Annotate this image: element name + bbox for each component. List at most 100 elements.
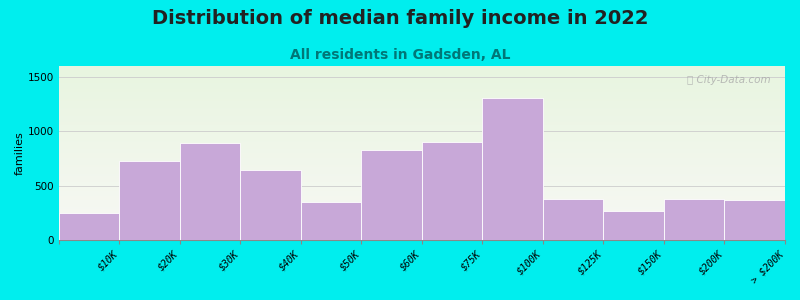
Bar [59, 123, 785, 125]
Bar [59, 186, 785, 188]
Bar [59, 76, 785, 78]
Bar [59, 125, 785, 127]
Bar [59, 202, 785, 203]
Bar [59, 235, 785, 236]
Bar [59, 83, 785, 85]
Bar [59, 184, 785, 186]
Bar [59, 174, 785, 176]
Bar [59, 73, 785, 75]
Bar [59, 97, 785, 99]
Bar [59, 226, 785, 228]
Bar [59, 165, 785, 167]
Bar [59, 191, 785, 193]
Bar [59, 210, 785, 212]
Bar [59, 141, 785, 142]
Bar [59, 217, 785, 219]
Bar [59, 177, 785, 179]
Bar [59, 110, 785, 111]
Bar [59, 70, 785, 71]
Bar [59, 146, 785, 148]
Bar [59, 200, 785, 202]
Bar [59, 154, 785, 156]
Bar [59, 94, 785, 95]
Bar [59, 99, 785, 101]
Bar [59, 207, 785, 208]
Bar [59, 188, 785, 189]
Bar [59, 142, 785, 144]
Bar [59, 196, 785, 198]
Bar [59, 222, 785, 224]
Bar [241, 170, 301, 240]
Bar [59, 85, 785, 87]
Text: Distribution of median family income in 2022: Distribution of median family income in … [152, 9, 648, 28]
Bar [59, 75, 785, 76]
Bar [59, 212, 785, 214]
Bar [59, 127, 785, 129]
Bar [664, 199, 725, 240]
Bar [482, 98, 543, 240]
Bar [59, 130, 785, 132]
Bar [59, 236, 785, 238]
Bar [59, 118, 785, 120]
Bar [59, 95, 785, 97]
Bar [59, 228, 785, 230]
Bar [59, 198, 785, 200]
Bar [59, 144, 785, 146]
Bar [119, 160, 180, 240]
Bar [59, 80, 785, 82]
Bar [180, 143, 241, 240]
Bar [59, 122, 785, 123]
Bar [59, 66, 785, 68]
Bar [59, 214, 785, 215]
Bar [59, 238, 785, 240]
Bar [59, 233, 785, 235]
Bar [59, 231, 785, 233]
Bar [59, 162, 785, 163]
Bar [59, 163, 785, 165]
Bar [422, 142, 482, 240]
Text: All residents in Gadsden, AL: All residents in Gadsden, AL [290, 48, 510, 62]
Bar [543, 199, 603, 240]
Bar [725, 200, 785, 240]
Bar [59, 78, 785, 80]
Bar [59, 181, 785, 182]
Bar [59, 224, 785, 226]
Bar [59, 219, 785, 221]
Bar [59, 148, 785, 149]
Bar [59, 167, 785, 169]
Bar [301, 202, 362, 240]
Bar [59, 139, 785, 141]
Bar [59, 68, 785, 70]
Bar [59, 132, 785, 134]
Bar [59, 182, 785, 184]
Bar [59, 82, 785, 83]
Bar [59, 230, 785, 231]
Bar [59, 205, 785, 207]
Bar [59, 108, 785, 109]
Bar [59, 116, 785, 118]
Bar [59, 153, 785, 154]
Bar [59, 111, 785, 113]
Bar [59, 137, 785, 139]
Bar [59, 189, 785, 191]
Bar [362, 150, 422, 240]
Bar [59, 193, 785, 195]
Bar [59, 71, 785, 73]
Bar [59, 203, 785, 205]
Bar [59, 115, 785, 116]
Bar [59, 90, 785, 92]
Bar [59, 103, 785, 104]
Bar [59, 87, 785, 88]
Bar [59, 208, 785, 210]
Bar [59, 169, 785, 170]
Bar [59, 213, 119, 240]
Text: ⓘ City-Data.com: ⓘ City-Data.com [687, 75, 770, 85]
Bar [59, 149, 785, 151]
Bar [59, 129, 785, 130]
Bar [59, 160, 785, 162]
Bar [59, 120, 785, 122]
Bar [59, 215, 785, 217]
Bar [59, 195, 785, 197]
Bar [59, 101, 785, 103]
Bar [603, 211, 664, 240]
